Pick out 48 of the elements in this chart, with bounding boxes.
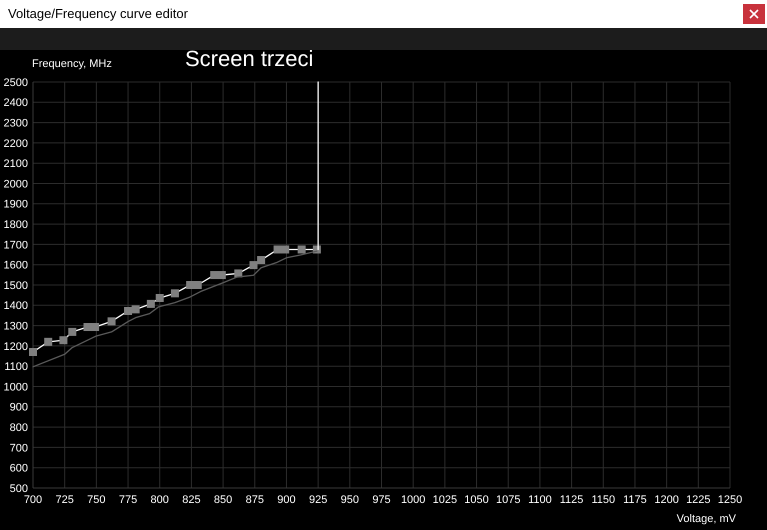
x-tick-label: 1025 [432, 494, 458, 506]
x-tick-label: 875 [246, 494, 264, 506]
chart-title: Voltage/Frequency curve editor [8, 6, 189, 21]
x-tick-label: 1200 [654, 494, 679, 506]
x-tick-label: 1250 [718, 494, 742, 506]
x-tick-label: 1100 [528, 494, 552, 506]
x-tick-label: 825 [182, 494, 201, 506]
x-tick-label: 1075 [496, 494, 520, 506]
y-axis-title: Frequency, MHz [32, 58, 112, 70]
x-axis-title: Voltage, mV [676, 513, 737, 525]
x-tick-label: 800 [150, 494, 169, 506]
x-tick-label: 1175 [623, 494, 647, 506]
x-tick-label: 850 [214, 494, 232, 506]
y-tick-label: 2300 [4, 117, 28, 130]
x-tick-label: 950 [340, 494, 359, 506]
x-tick-label: 775 [118, 494, 138, 506]
y-tick-label: 700 [10, 442, 28, 454]
y-tick-label: 800 [10, 422, 28, 434]
y-tick-label: 2500 [4, 76, 28, 89]
y-tick-label: 2200 [4, 138, 28, 150]
x-tick-label: 975 [372, 494, 391, 506]
y-tick-label: 1600 [4, 260, 28, 272]
y-tick-label: 1400 [4, 300, 28, 312]
x-tick-label: 1225 [686, 494, 711, 506]
x-tick-label: 750 [87, 494, 106, 506]
y-tick-label: 1300 [4, 320, 28, 332]
y-tick-label: 1000 [4, 381, 28, 394]
y-tick-label: 900 [10, 402, 28, 414]
y-tick-label: 1800 [4, 218, 28, 231]
y-tick-label: 2000 [4, 178, 28, 190]
x-tick-label: 1050 [464, 494, 489, 506]
x-tick-label: 700 [24, 494, 42, 506]
x-tick-label: 925 [308, 494, 328, 506]
y-tick-label: 500 [10, 482, 28, 495]
x-tick-label: 725 [56, 494, 74, 506]
y-tick-label: 1700 [4, 239, 28, 252]
x-tick-label: 1150 [591, 494, 616, 506]
x-tick-label: 1125 [560, 494, 584, 506]
x-tick-label: 1000 [400, 494, 426, 506]
y-tick-label: 2400 [4, 97, 28, 110]
y-tick-label: 600 [10, 462, 28, 475]
x-tick-label: 900 [277, 494, 296, 506]
y-tick-label: 2100 [4, 158, 28, 170]
y-tick-label: 1500 [4, 280, 28, 292]
y-tick-label: 1200 [4, 340, 28, 353]
text: Screen trzeci [185, 46, 314, 71]
y-tick-label: 1100 [4, 361, 28, 374]
y-tick-label: 1900 [4, 198, 28, 211]
